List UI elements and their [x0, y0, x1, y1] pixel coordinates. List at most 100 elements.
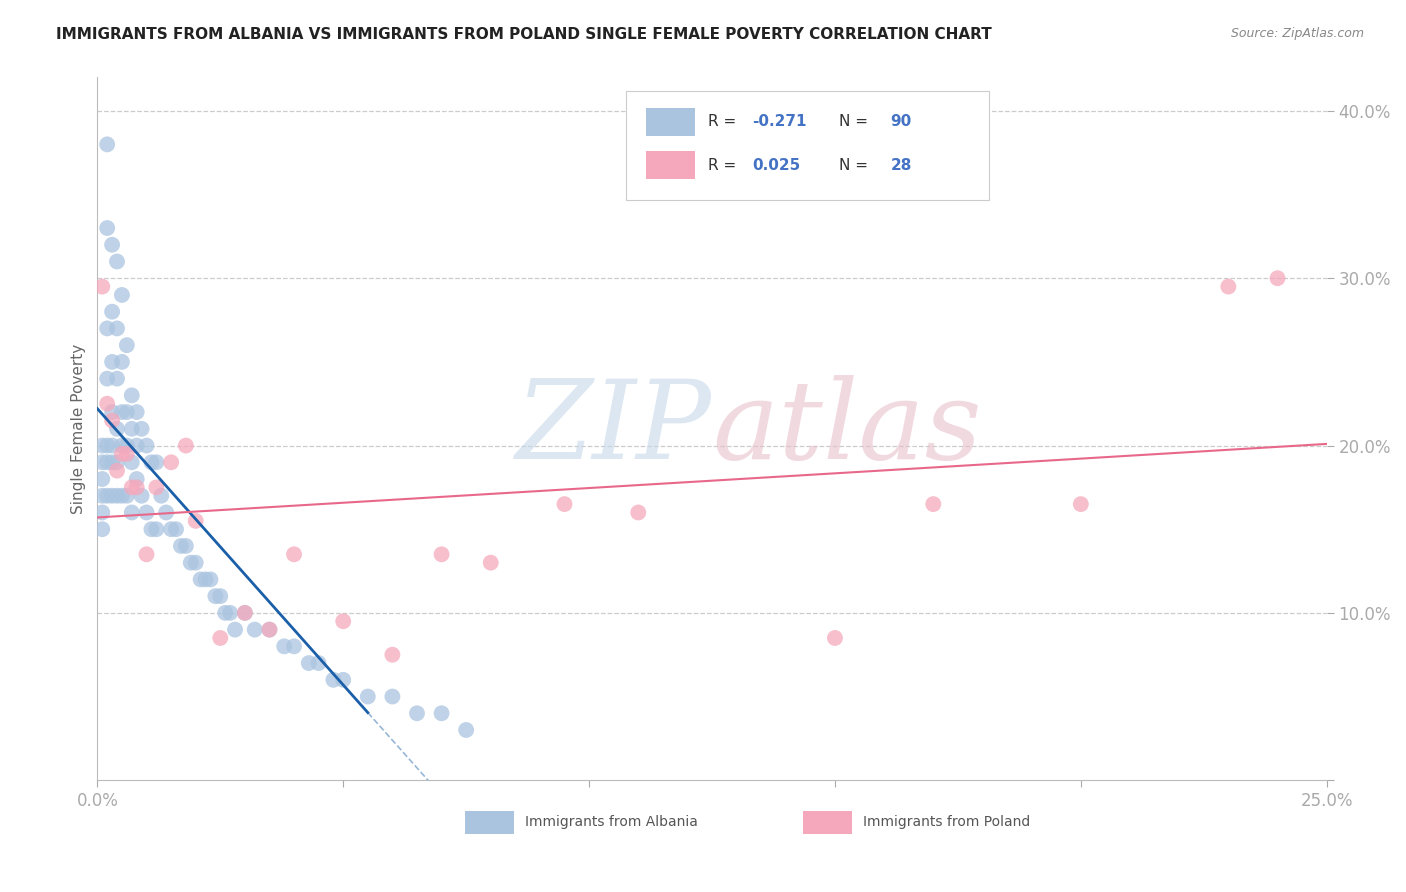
Point [145, 480, 167, 494]
Point [456, 723, 478, 737]
Point [105, 489, 128, 503]
Point [131, 422, 153, 436]
Point [121, 480, 143, 494]
Text: R =: R = [709, 158, 741, 173]
Point [1267, 271, 1289, 285]
Point [150, 489, 173, 503]
FancyBboxPatch shape [803, 811, 852, 834]
Point [922, 497, 945, 511]
Point [174, 438, 197, 452]
Point [430, 706, 453, 721]
Text: -0.271: -0.271 [752, 114, 807, 129]
Point [200, 573, 222, 587]
Point [101, 237, 124, 252]
Point [111, 355, 134, 369]
Point [111, 447, 134, 461]
Y-axis label: Single Female Poverty: Single Female Poverty [72, 343, 86, 514]
Point [101, 304, 124, 318]
Point [101, 413, 124, 427]
FancyBboxPatch shape [645, 108, 695, 136]
Text: N =: N = [838, 114, 873, 129]
Point [259, 623, 281, 637]
Point [115, 438, 138, 452]
Point [115, 405, 138, 419]
Point [219, 606, 242, 620]
Point [145, 455, 167, 469]
FancyBboxPatch shape [645, 151, 695, 178]
Point [141, 455, 163, 469]
Point [111, 405, 134, 419]
Point [96, 371, 118, 385]
Point [273, 640, 295, 654]
FancyBboxPatch shape [465, 811, 515, 834]
Point [105, 455, 128, 469]
Point [145, 522, 167, 536]
Text: Source: ZipAtlas.com: Source: ZipAtlas.com [1230, 27, 1364, 40]
Point [233, 606, 256, 620]
Point [190, 573, 212, 587]
Point [91, 489, 114, 503]
Point [430, 547, 453, 561]
Point [125, 480, 148, 494]
Point [322, 673, 344, 687]
Point [105, 371, 128, 385]
Point [165, 522, 187, 536]
Point [91, 438, 114, 452]
Point [96, 397, 118, 411]
Point [121, 422, 143, 436]
Text: atlas: atlas [711, 375, 981, 483]
Point [381, 690, 404, 704]
Point [96, 137, 118, 152]
Text: 0.025: 0.025 [752, 158, 801, 173]
Point [824, 631, 846, 645]
Point [155, 506, 177, 520]
Point [184, 556, 207, 570]
Point [101, 405, 124, 419]
Point [125, 472, 148, 486]
Point [298, 656, 321, 670]
Point [357, 690, 380, 704]
Point [1218, 279, 1240, 293]
Point [111, 489, 134, 503]
Point [111, 288, 134, 302]
Point [96, 321, 118, 335]
Point [259, 623, 281, 637]
Point [101, 455, 124, 469]
Point [105, 254, 128, 268]
Point [121, 455, 143, 469]
Point [180, 556, 202, 570]
Point [224, 623, 246, 637]
Point [105, 321, 128, 335]
Point [125, 405, 148, 419]
Point [115, 447, 138, 461]
Point [91, 455, 114, 469]
Point [121, 506, 143, 520]
Point [283, 547, 305, 561]
Point [381, 648, 404, 662]
Point [135, 547, 157, 561]
Point [214, 606, 236, 620]
Point [141, 522, 163, 536]
Point [1070, 497, 1092, 511]
Point [209, 589, 232, 603]
Point [184, 514, 207, 528]
Point [283, 640, 305, 654]
Text: Immigrants from Poland: Immigrants from Poland [863, 815, 1031, 830]
Point [135, 506, 157, 520]
Point [194, 573, 217, 587]
Point [170, 539, 193, 553]
Point [115, 489, 138, 503]
Point [135, 438, 157, 452]
Point [308, 656, 330, 670]
Text: 28: 28 [890, 158, 911, 173]
Point [96, 489, 118, 503]
Text: IMMIGRANTS FROM ALBANIA VS IMMIGRANTS FROM POLAND SINGLE FEMALE POVERTY CORRELAT: IMMIGRANTS FROM ALBANIA VS IMMIGRANTS FR… [56, 27, 993, 42]
Point [91, 279, 114, 293]
Point [91, 522, 114, 536]
Point [101, 438, 124, 452]
Point [96, 438, 118, 452]
Point [160, 522, 183, 536]
Point [479, 556, 502, 570]
Point [125, 438, 148, 452]
Text: N =: N = [838, 158, 873, 173]
